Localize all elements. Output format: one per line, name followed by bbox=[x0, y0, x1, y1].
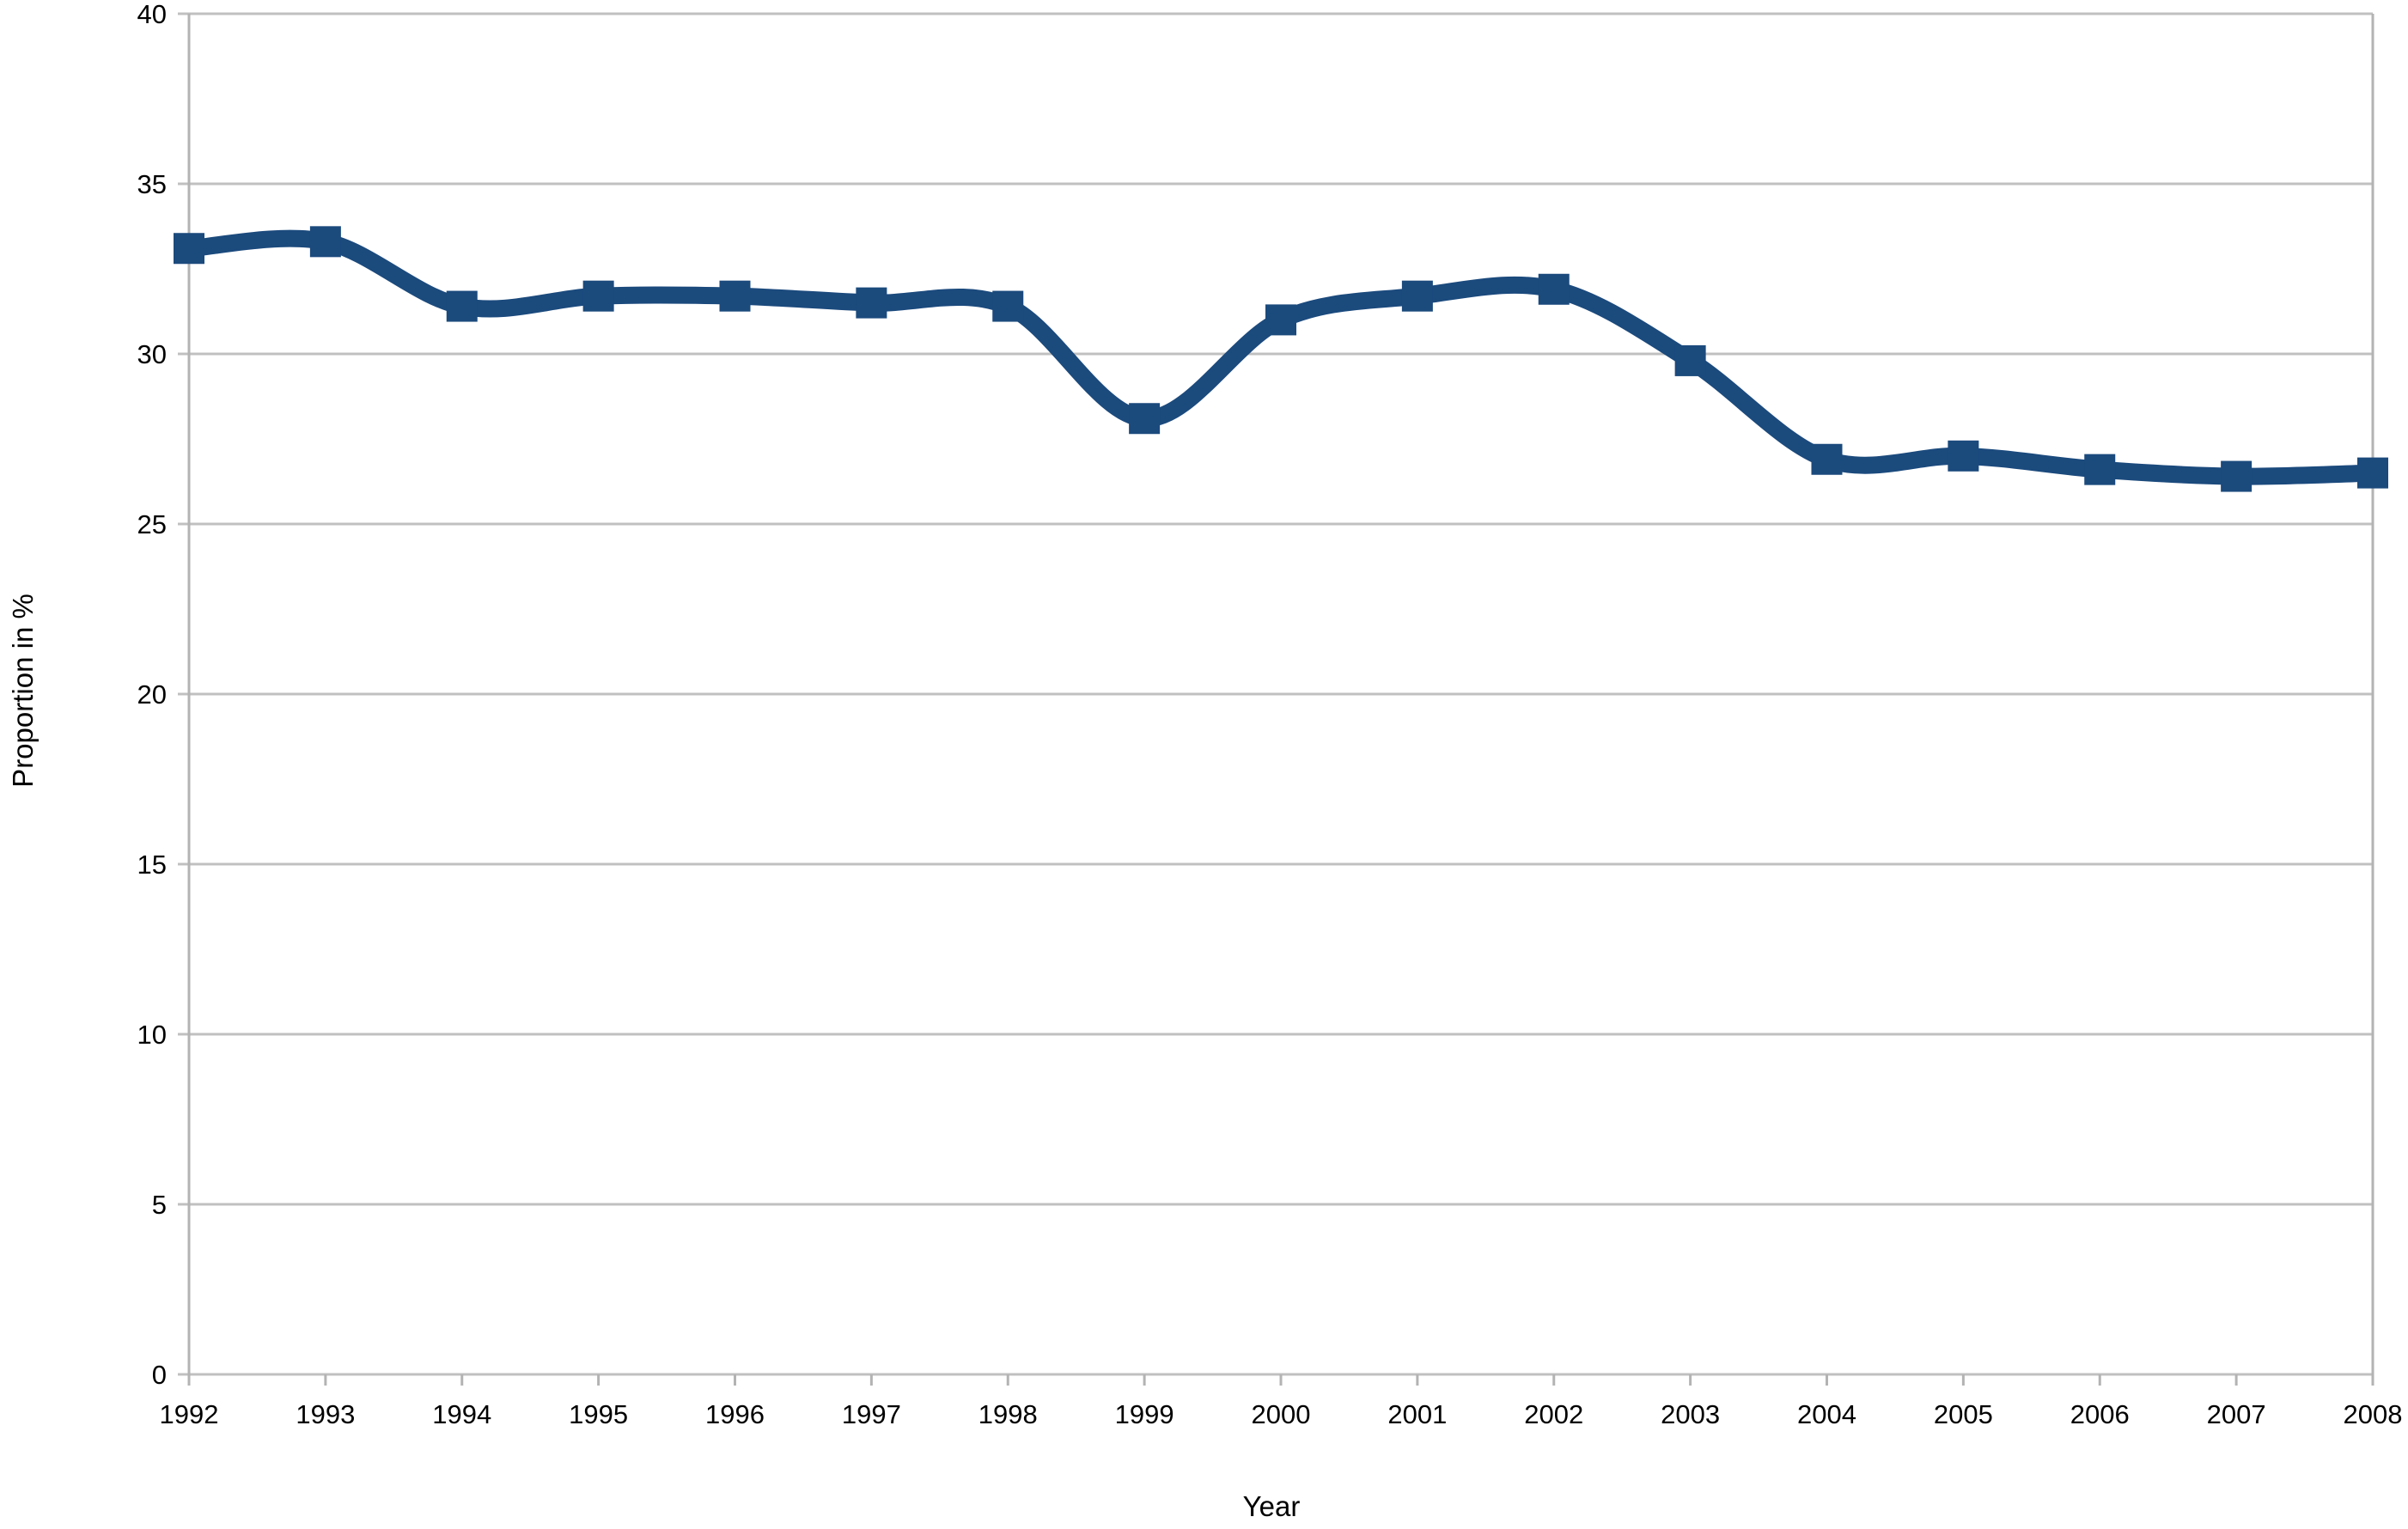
y-tick-label: 20 bbox=[137, 679, 167, 710]
data-point-marker bbox=[856, 287, 887, 319]
x-tick-label: 2004 bbox=[1797, 1399, 1856, 1429]
y-axis-title: Proportion in % bbox=[7, 594, 39, 788]
y-tick-label: 30 bbox=[137, 339, 167, 369]
data-point-marker bbox=[1811, 443, 1843, 475]
x-tick-label: 1994 bbox=[432, 1399, 491, 1429]
x-tick-label: 2008 bbox=[2344, 1399, 2403, 1429]
data-point-marker bbox=[2357, 457, 2388, 489]
data-point-marker bbox=[2221, 460, 2253, 492]
x-tick-label: 1993 bbox=[296, 1399, 355, 1429]
data-markers bbox=[174, 226, 2388, 492]
y-tick-label: 10 bbox=[137, 1020, 167, 1050]
x-tick-label: 2003 bbox=[1661, 1399, 1720, 1429]
y-tick-labels: 0 5 10 15 20 25 30 35 40 bbox=[137, 0, 167, 1390]
data-point-marker bbox=[1401, 280, 1433, 312]
data-point-marker bbox=[719, 280, 751, 312]
data-line bbox=[180, 229, 2381, 485]
data-point-marker bbox=[446, 290, 478, 322]
data-point-marker bbox=[1948, 440, 1979, 472]
y-tick-label: 15 bbox=[137, 850, 167, 880]
x-tick-label: 1995 bbox=[569, 1399, 628, 1429]
data-point-marker bbox=[992, 290, 1024, 322]
y-tick-label: 35 bbox=[137, 169, 167, 199]
y-tick-label: 5 bbox=[152, 1190, 167, 1220]
x-axis-title: Year bbox=[1242, 1490, 1301, 1522]
data-point-marker bbox=[2084, 454, 2116, 485]
x-tick-label: 2000 bbox=[1252, 1399, 1311, 1429]
x-tick-label: 1992 bbox=[160, 1399, 219, 1429]
axes bbox=[187, 14, 2374, 1386]
data-point-marker bbox=[1674, 344, 1706, 376]
y-tick-label: 25 bbox=[137, 509, 167, 539]
data-point-marker bbox=[1129, 403, 1161, 435]
x-tick-label: 1996 bbox=[705, 1399, 765, 1429]
data-point-marker bbox=[1265, 304, 1296, 336]
x-tick-label: 2001 bbox=[1387, 1399, 1447, 1429]
data-point-marker bbox=[309, 226, 341, 258]
x-tick-label: 2005 bbox=[1934, 1399, 1993, 1429]
gridlines bbox=[178, 12, 2373, 1376]
x-tick-label: 2007 bbox=[2207, 1399, 2266, 1429]
x-tick-label: 1997 bbox=[842, 1399, 901, 1429]
data-point-marker bbox=[174, 233, 204, 265]
x-tick-label: 1999 bbox=[1115, 1399, 1174, 1429]
x-tick-label: 2006 bbox=[2070, 1399, 2130, 1429]
y-tick-label: 40 bbox=[137, 0, 167, 29]
x-tick-labels: 1992 1993 1994 1995 1996 1997 1998 1999 2000 2001… bbox=[160, 1399, 2403, 1429]
data-point-marker bbox=[1538, 273, 1570, 305]
x-tick-label: 1998 bbox=[978, 1399, 1038, 1429]
data-point-marker bbox=[582, 280, 614, 312]
y-tick-label: 0 bbox=[152, 1360, 167, 1390]
x-tick-label: 2002 bbox=[1524, 1399, 1583, 1429]
